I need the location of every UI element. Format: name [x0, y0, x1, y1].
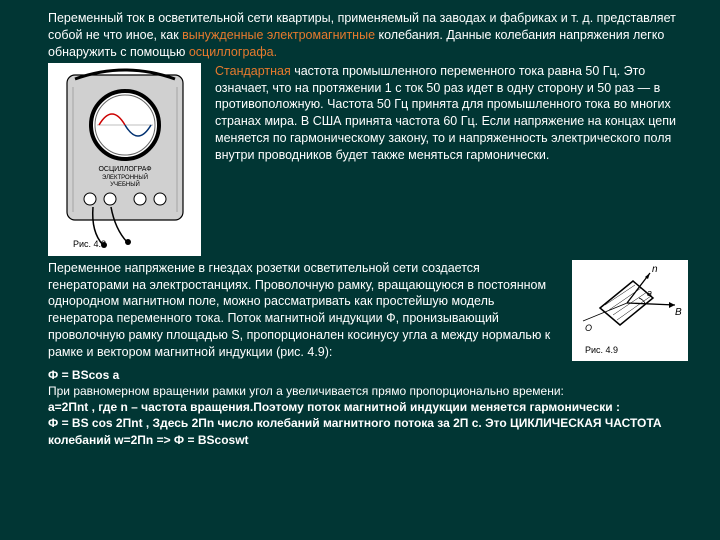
frame-O: O	[585, 323, 592, 333]
formula-3: a=2Пnt , где n – частота вращения.Поэтом…	[48, 399, 688, 415]
osc-label3: УЧЕБНЫЙ	[110, 180, 140, 188]
frame-svg: O a n B Рис. 4.9	[575, 263, 685, 358]
formula-4: Ф = BS cos 2Пnt , Здесь 2Пn число колеба…	[48, 415, 688, 447]
formula-2: При равномерном вращении рамки угол a ув…	[48, 383, 688, 399]
formula-1: Ф = BScos a	[48, 367, 688, 383]
frame-n: n	[652, 264, 658, 275]
p1d: осциллографа.	[189, 45, 277, 59]
p3: Переменное напряжение в гнездах розетки …	[48, 261, 550, 359]
osc-label2: ЭЛЕКТРОННЫЙ	[101, 173, 147, 181]
intro-paragraph: Переменный ток в осветительной сети квар…	[48, 10, 688, 61]
p2a: Стандартная	[215, 64, 291, 78]
oscillograph-figure: ОСЦИЛЛОГРАФ ЭЛЕКТРОННЫЙ УЧЕБНЫЙ Рис. 4.8	[48, 63, 201, 256]
frame-figure: O a n B Рис. 4.9	[572, 260, 688, 361]
osc-label1: ОСЦИЛЛОГРАФ	[98, 166, 151, 173]
p2b: частота промышленного переменного тока р…	[215, 64, 676, 162]
osc-caption: Рис. 4.8	[73, 239, 106, 249]
frame-B: B	[675, 307, 682, 318]
p1b: вынужденные электромагнитные	[182, 28, 375, 42]
oscillograph-svg: ОСЦИЛЛОГРАФ ЭЛЕКТРОННЫЙ УЧЕБНЫЙ Рис. 4.8	[55, 67, 195, 252]
frame-caption: Рис. 4.9	[585, 345, 618, 355]
generator-paragraph: Переменное напряжение в гнездах розетки …	[48, 260, 558, 361]
frame-a: a	[647, 288, 652, 298]
frequency-paragraph: Стандартная частота промышленного переме…	[215, 63, 688, 164]
